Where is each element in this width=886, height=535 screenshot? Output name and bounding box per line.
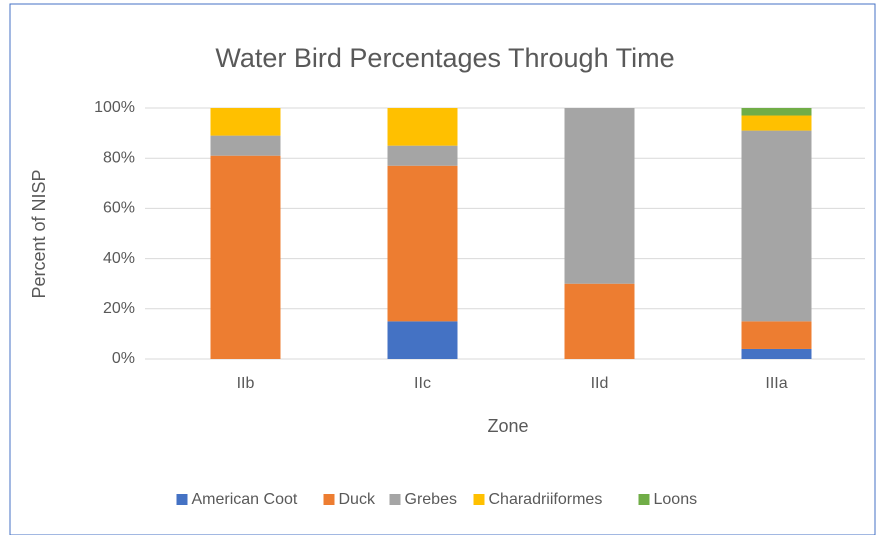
bar-segment	[741, 108, 812, 116]
legend-label: American Coot	[192, 491, 298, 508]
bar-segment	[210, 155, 281, 359]
y-tick-label: 40%	[103, 250, 135, 267]
x-tick-label: IIc	[414, 375, 431, 392]
legend-label: Charadriiformes	[489, 491, 603, 508]
legend-swatch	[473, 494, 485, 505]
y-tick-label: 20%	[103, 300, 135, 317]
bar-segment	[210, 108, 281, 136]
bar-segment	[741, 348, 812, 359]
bar-segment	[387, 108, 458, 146]
y-tick-label: 80%	[103, 149, 135, 166]
y-tick-label: 0%	[112, 350, 135, 367]
legend-swatch	[323, 494, 335, 505]
bar-segment	[387, 165, 458, 322]
legend-label: Grebes	[405, 491, 457, 508]
bar-segment	[564, 108, 635, 284]
x-tick-label: IId	[591, 375, 609, 392]
x-tick-label: IIb	[237, 375, 255, 392]
legend-label: Duck	[339, 491, 376, 508]
x-axis-label: Zone	[487, 416, 528, 436]
bar-segment	[741, 115, 812, 131]
bar-segment	[741, 130, 812, 322]
bar-segment	[387, 321, 458, 359]
legend-swatch	[638, 494, 650, 505]
legend-swatch	[389, 494, 401, 505]
bar-segment	[210, 135, 281, 156]
chart-title: Water Bird Percentages Through Time	[215, 43, 674, 73]
bar-segment	[741, 321, 812, 349]
y-axis-label: Percent of NISP	[29, 169, 49, 298]
bar-segment	[564, 283, 635, 359]
y-tick-label: 60%	[103, 200, 135, 217]
y-tick-label: 100%	[94, 99, 135, 116]
legend-swatch	[176, 494, 188, 505]
legend-label: Loons	[654, 491, 698, 508]
x-tick-label: IIIa	[765, 375, 787, 392]
bar-segment	[387, 145, 458, 166]
